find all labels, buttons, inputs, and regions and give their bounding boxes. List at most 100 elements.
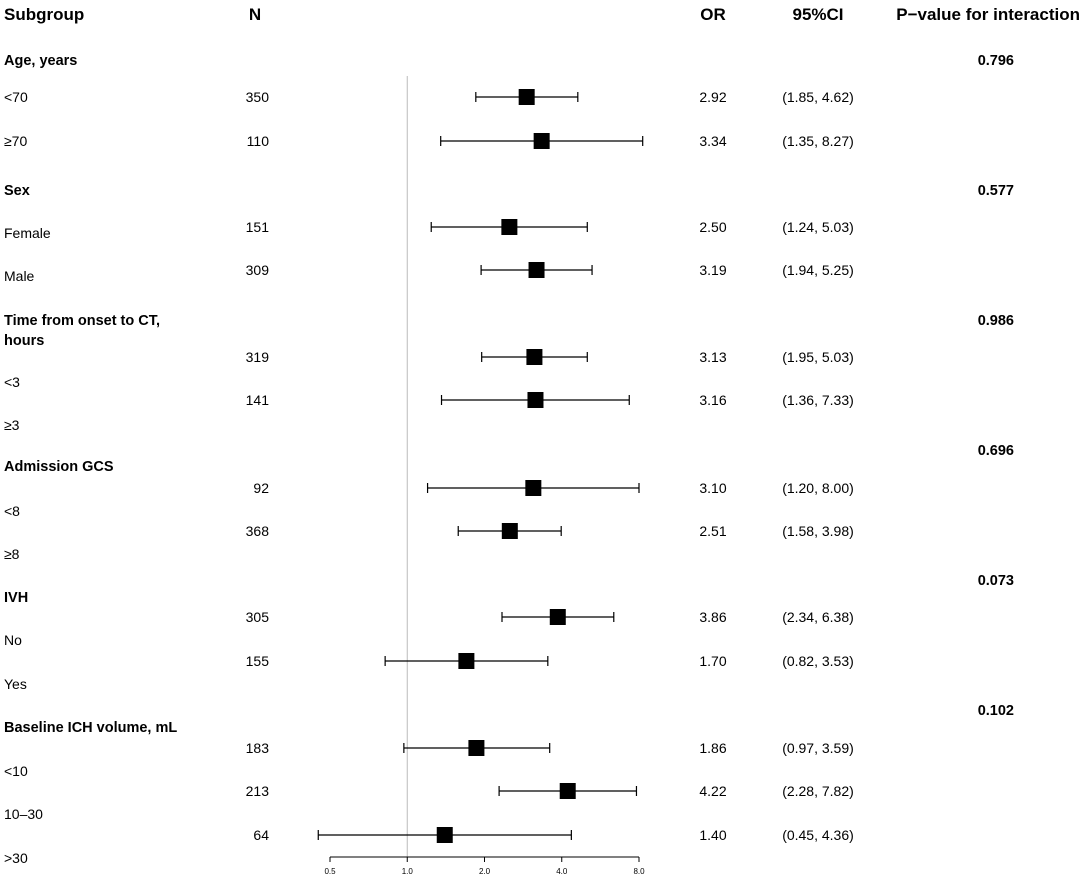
ci-value: (1.94, 5.25): [782, 262, 854, 278]
table-rows: Age, years 0.796 <70 350 2.92 (1.85, 4.62) ≥70…: [4, 53, 1014, 866]
ci-value: (0.82, 3.53): [782, 653, 854, 669]
p-interaction: 0.073: [978, 573, 1014, 589]
row-label: <8: [4, 503, 20, 519]
group-title: Sex: [4, 183, 30, 199]
ci-value: (1.20, 8.00): [782, 480, 854, 496]
row-label: Female: [4, 225, 51, 241]
table-row: Yes 155 1.70 (0.82, 3.53): [4, 653, 854, 692]
row-label: <70: [4, 89, 28, 105]
or-point: [436, 827, 453, 843]
group-title: Time from onset to CT,: [4, 313, 160, 329]
table-row: <10 183 1.86 (0.97, 3.59): [4, 740, 854, 779]
n-value: 92: [253, 480, 269, 496]
n-value: 64: [253, 827, 269, 843]
ci-value: (0.97, 3.59): [782, 740, 854, 756]
table-row: <70 350 2.92 (1.85, 4.62): [4, 89, 854, 105]
x-tick-label: 1.0: [402, 867, 414, 876]
p-interaction: 0.577: [978, 183, 1014, 199]
header-subgroup: Subgroup: [4, 5, 84, 24]
or-value: 2.51: [699, 523, 726, 539]
ci-value: (1.36, 7.33): [782, 392, 854, 408]
or-point: [549, 609, 566, 625]
n-value: 141: [246, 392, 270, 408]
n-value: 213: [246, 783, 270, 799]
row-label: No: [4, 632, 22, 648]
subgroup-block: Admission GCS 0.696 <8 92 3.10 (1.20, 8.00) ≥8…: [4, 443, 1014, 562]
group-title: IVH: [4, 590, 28, 606]
group-title: Baseline ICH volume, mL: [4, 720, 177, 736]
or-value: 1.86: [699, 740, 726, 756]
or-point: [528, 262, 545, 278]
or-value: 3.19: [699, 262, 726, 278]
row-label: 10–30: [4, 806, 43, 822]
n-value: 309: [246, 262, 270, 278]
or-point: [468, 740, 485, 756]
n-value: 305: [246, 609, 270, 625]
p-interaction: 0.102: [978, 703, 1014, 719]
or-value: 3.16: [699, 392, 726, 408]
subgroup-block: Age, years 0.796 <70 350 2.92 (1.85, 4.62) ≥70…: [4, 53, 1014, 149]
n-value: 183: [246, 740, 270, 756]
ci-value: (1.95, 5.03): [782, 349, 854, 365]
table-row: ≥70 110 3.34 (1.35, 8.27): [4, 133, 854, 149]
or-point: [458, 653, 475, 669]
row-label: <10: [4, 763, 28, 779]
or-point: [533, 133, 550, 149]
table-row: <8 92 3.10 (1.20, 8.00): [4, 480, 854, 519]
subgroup-block: Baseline ICH volume, mL 0.102 <10 183 1.86 (0…: [4, 703, 1014, 866]
x-axis: 0.5 1.0 2.0 4.0 8.0: [324, 856, 645, 876]
or-point: [525, 480, 542, 496]
n-value: 350: [246, 89, 270, 105]
or-point: [501, 219, 518, 235]
table-row: No 305 3.86 (2.34, 6.38): [4, 609, 854, 648]
header-p-value: P−value for interaction: [896, 5, 1080, 24]
row-label: ≥70: [4, 133, 27, 149]
or-point: [518, 89, 535, 105]
p-interaction: 0.986: [978, 313, 1014, 329]
or-point: [501, 523, 518, 539]
n-value: 155: [246, 653, 270, 669]
row-label: ≥3: [4, 417, 20, 433]
table-row: 10–30 213 4.22 (2.28, 7.82): [4, 783, 854, 822]
group-title: Age, years: [4, 53, 77, 69]
n-value: 319: [246, 349, 270, 365]
ci-value: (1.85, 4.62): [782, 89, 854, 105]
ci-value: (1.58, 3.98): [782, 523, 854, 539]
subgroup-block: Sex 0.577 Female 151 2.50 (1.24, 5.03) Male 309…: [4, 183, 1014, 284]
or-value: 3.34: [699, 133, 726, 149]
or-point: [559, 783, 576, 799]
x-tick-label: 4.0: [556, 867, 568, 876]
p-interaction: 0.796: [978, 53, 1014, 69]
table-row: <3 319 3.13 (1.95, 5.03): [4, 349, 854, 390]
or-point: [526, 349, 543, 365]
subgroup-block: IVH 0.073 No 305 3.86 (2.34, 6.38) Yes 155 1.70 (…: [4, 573, 1014, 692]
n-value: 151: [246, 219, 270, 235]
group-title-line-2: hours: [4, 333, 44, 349]
column-headers: Subgroup N OR 95%CI P−value for interact…: [4, 5, 1080, 24]
or-value: 2.92: [699, 89, 726, 105]
n-value: 110: [247, 133, 270, 149]
or-value: 1.40: [699, 827, 726, 843]
row-label: Male: [4, 268, 35, 284]
or-point: [527, 392, 544, 408]
x-tick-label: 8.0: [633, 867, 645, 876]
or-value: 3.86: [699, 609, 726, 625]
ci-value: (2.28, 7.82): [782, 783, 854, 799]
row-label: >30: [4, 850, 28, 866]
ci-value: (1.35, 8.27): [782, 133, 854, 149]
p-interaction: 0.696: [978, 443, 1014, 459]
table-row: ≥3 141 3.16 (1.36, 7.33): [4, 392, 854, 433]
ci-value: (0.45, 4.36): [782, 827, 854, 843]
or-value: 3.13: [699, 349, 726, 365]
header-or: OR: [700, 5, 726, 24]
or-value: 4.22: [699, 783, 726, 799]
ci-value: (1.24, 5.03): [782, 219, 854, 235]
x-tick-label: 2.0: [479, 867, 491, 876]
row-label: Yes: [4, 676, 27, 692]
table-row: >30 64 1.40 (0.45, 4.36): [4, 827, 854, 866]
row-label: ≥8: [4, 546, 20, 562]
ci-value: (2.34, 6.38): [782, 609, 854, 625]
row-label: <3: [4, 374, 20, 390]
x-tick-label: 0.5: [324, 867, 336, 876]
